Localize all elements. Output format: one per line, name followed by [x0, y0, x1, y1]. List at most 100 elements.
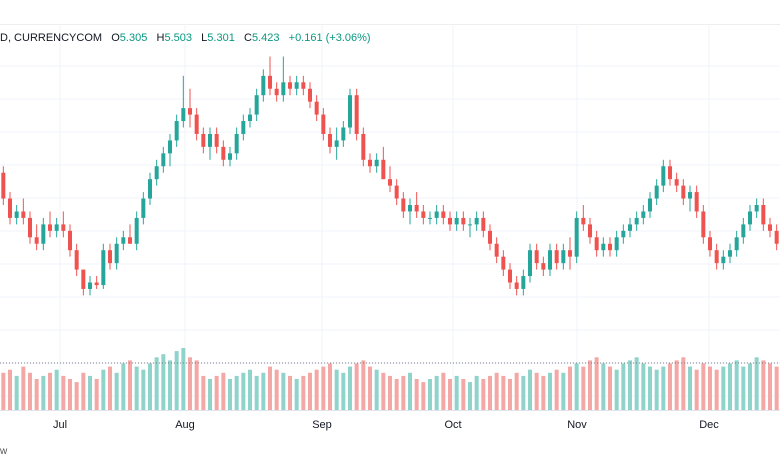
volume-bar — [61, 375, 66, 410]
volume-bar — [768, 363, 772, 410]
symbol-label: D, CURRENCYCOM — [0, 32, 103, 44]
volume-bar — [368, 366, 372, 410]
candle-body — [648, 198, 652, 212]
volume-bar — [288, 375, 292, 410]
candle-body — [421, 211, 426, 218]
volume-bar — [721, 366, 726, 410]
volume-bar — [554, 369, 559, 410]
volume-bar — [154, 357, 159, 410]
volume-bar — [394, 379, 399, 410]
volume-bar — [328, 363, 332, 410]
volume-bar — [674, 360, 679, 410]
volume-bar — [281, 372, 286, 410]
candle-body — [41, 224, 46, 244]
high-value: 5.503 — [164, 32, 192, 44]
change-value: +0.161 (+3.06%) — [288, 32, 371, 44]
volume-bar — [461, 379, 466, 410]
x-tick-sep: Sep — [312, 419, 332, 431]
candle-body — [294, 82, 299, 89]
candle-body — [174, 121, 179, 141]
candle-body — [228, 153, 232, 160]
candle-body — [414, 205, 419, 212]
volume-bar — [68, 379, 72, 410]
volume-bar — [354, 363, 359, 410]
volume-bar — [94, 379, 99, 410]
candle-body — [101, 250, 106, 286]
price-chart[interactable] — [0, 0, 780, 410]
volume-bar — [14, 375, 19, 410]
volume-bar — [308, 372, 312, 410]
volume-bar — [381, 372, 386, 410]
volume-bar — [528, 369, 532, 410]
candle-body — [48, 224, 52, 231]
candle-body — [568, 250, 572, 257]
candle-body — [408, 205, 412, 212]
volume-bar — [548, 372, 552, 410]
volume-bar — [234, 375, 239, 410]
volume-bar — [114, 372, 119, 410]
volume-bar — [428, 379, 432, 410]
candle-body — [261, 75, 266, 96]
candle-body — [601, 243, 606, 251]
candle-body — [761, 205, 766, 225]
candle-body — [514, 282, 519, 289]
volume-bar — [334, 369, 339, 410]
volume-bar — [514, 372, 519, 410]
volume-bar — [241, 372, 246, 410]
high-label: H — [156, 32, 165, 44]
close-label: C — [243, 32, 252, 44]
candle-body — [608, 243, 612, 251]
candle-body — [274, 88, 279, 96]
candle-body — [14, 211, 19, 218]
volume-bar — [28, 372, 32, 410]
volume-bar — [168, 360, 172, 410]
volume-bar — [401, 375, 406, 410]
candle-body — [154, 166, 159, 180]
candle-body — [54, 224, 59, 231]
candle-body — [74, 250, 79, 270]
candle-body — [281, 82, 286, 96]
volume-bar — [654, 369, 659, 410]
candle-body — [308, 88, 312, 102]
candle-body — [221, 146, 226, 160]
candle-body — [374, 159, 379, 167]
volume-bar — [101, 369, 106, 410]
volume-bar — [214, 375, 219, 410]
candle-body — [628, 224, 632, 231]
candle-body — [201, 133, 206, 147]
candle-body — [214, 133, 219, 147]
candle-body — [701, 211, 706, 238]
volume-bar — [494, 372, 499, 410]
candle-body — [614, 237, 619, 251]
candle-body — [588, 224, 592, 238]
volume-bar — [301, 375, 306, 410]
candle-body — [381, 159, 386, 180]
volume-bar — [148, 363, 152, 410]
candle-body — [714, 250, 719, 264]
volume-bar — [268, 366, 272, 410]
volume-bar — [561, 372, 566, 410]
x-axis: Jul Aug Sep Oct Nov Dec — [0, 410, 780, 441]
candle-body — [468, 224, 472, 226]
volume-bar — [454, 375, 459, 410]
volume-bar — [508, 379, 512, 410]
candle-body — [474, 217, 479, 225]
volume-bar — [341, 372, 346, 410]
volume-bar — [488, 375, 492, 410]
candle-body — [314, 101, 319, 115]
volume-bar — [388, 375, 392, 410]
volume-bar — [534, 372, 539, 410]
candle-body — [141, 198, 146, 218]
candle-body — [81, 269, 86, 289]
candle-body — [88, 282, 92, 289]
candle-body — [268, 75, 272, 89]
low-value: 5.301 — [207, 32, 235, 44]
candle-body — [321, 114, 326, 134]
candle-body — [108, 250, 112, 264]
volume-bar — [681, 357, 686, 410]
candle-body — [561, 250, 566, 264]
volume-bar — [688, 366, 692, 410]
candle-body — [188, 108, 192, 115]
candle-body — [681, 185, 686, 199]
candle-body — [301, 82, 306, 89]
